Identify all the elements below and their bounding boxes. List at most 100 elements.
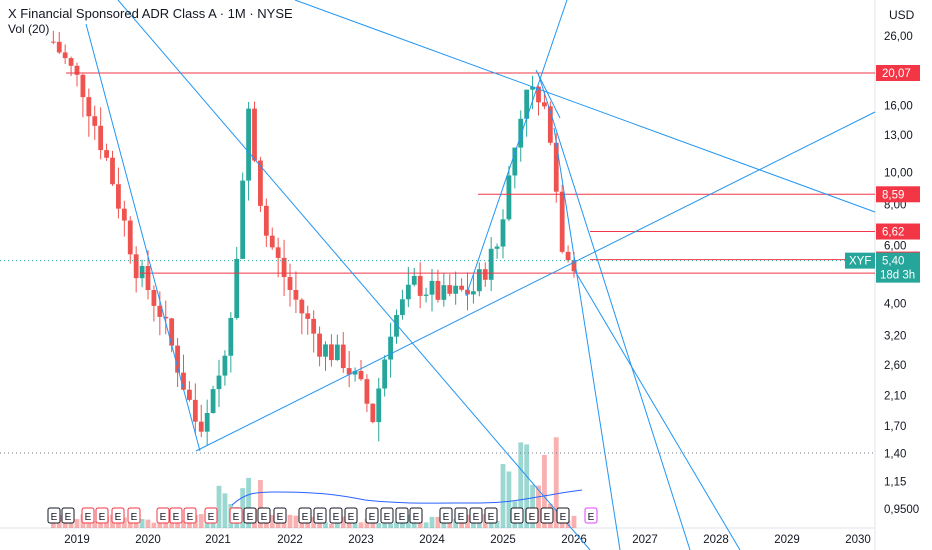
time-tick-label: 2023 bbox=[348, 534, 374, 546]
earnings-marker[interactable]: E bbox=[61, 507, 75, 524]
candle-body bbox=[240, 180, 246, 259]
earnings-marker-upcoming[interactable]: E bbox=[584, 507, 598, 524]
volume-bar bbox=[506, 471, 512, 528]
earnings-marker[interactable]: E bbox=[510, 507, 524, 524]
earnings-marker-box bbox=[525, 507, 539, 524]
earnings-marker[interactable]: E bbox=[439, 507, 453, 524]
earnings-marker[interactable]: E bbox=[540, 507, 554, 524]
earnings-marker[interactable]: E bbox=[47, 507, 61, 524]
candle-body bbox=[429, 280, 435, 295]
candle-body bbox=[50, 41, 56, 43]
volume-bar bbox=[222, 493, 228, 528]
time-tick-label: 2019 bbox=[64, 534, 90, 546]
volume-bar bbox=[287, 514, 293, 528]
volume-bar bbox=[216, 485, 222, 528]
price-tick-label: 26,00 bbox=[884, 31, 913, 43]
volume-indicator-label[interactable]: Vol (20) bbox=[8, 22, 50, 36]
earnings-marker[interactable]: E bbox=[329, 507, 343, 524]
earnings-marker[interactable]: E bbox=[344, 507, 358, 524]
earnings-marker[interactable]: E bbox=[156, 507, 170, 524]
candle-body bbox=[62, 52, 68, 59]
earnings-marker[interactable]: E bbox=[365, 507, 379, 524]
price-tick-label: 3,20 bbox=[884, 330, 906, 342]
earnings-marker[interactable]: E bbox=[111, 507, 125, 524]
earnings-marker-box bbox=[169, 507, 183, 524]
volume-bar bbox=[98, 521, 104, 528]
candle-body bbox=[482, 269, 488, 280]
candle-body bbox=[92, 116, 98, 126]
price-level-badge: 6,62 bbox=[876, 223, 920, 240]
candle-body bbox=[181, 372, 186, 390]
earnings-marker[interactable]: E bbox=[525, 507, 539, 524]
earnings-marker[interactable]: E bbox=[229, 507, 243, 524]
candle-body bbox=[459, 285, 464, 290]
earnings-marker[interactable]: E bbox=[469, 507, 483, 524]
candle-body bbox=[68, 58, 74, 66]
price-tick-label: 6,00 bbox=[884, 241, 906, 253]
volume-bar bbox=[553, 437, 559, 528]
candle-body bbox=[228, 317, 234, 356]
earnings-marker-box bbox=[409, 507, 423, 524]
candle-body bbox=[382, 359, 388, 389]
trendline bbox=[195, 111, 876, 452]
earnings-marker[interactable]: E bbox=[484, 507, 498, 524]
earnings-marker[interactable]: E bbox=[243, 507, 257, 524]
earnings-marker[interactable]: E bbox=[127, 507, 141, 524]
candle-body bbox=[423, 294, 429, 296]
candle-body bbox=[80, 74, 86, 98]
candle-body bbox=[506, 175, 512, 220]
earnings-marker[interactable]: E bbox=[183, 507, 197, 524]
currency-label[interactable]: USD bbox=[889, 8, 915, 22]
volume-bar bbox=[181, 520, 186, 528]
earnings-marker[interactable]: E bbox=[204, 507, 218, 524]
volume-bar bbox=[340, 516, 346, 528]
candle-body bbox=[352, 370, 358, 375]
earnings-marker[interactable]: E bbox=[95, 507, 109, 524]
earnings-marker-box bbox=[298, 507, 312, 524]
candle-body bbox=[323, 344, 328, 357]
volume-bar bbox=[334, 520, 340, 528]
trendline bbox=[294, 0, 876, 213]
earnings-marker[interactable]: E bbox=[81, 507, 95, 524]
candle-body bbox=[121, 208, 127, 221]
earnings-marker-letter: E bbox=[302, 512, 309, 523]
candle-body bbox=[299, 299, 305, 314]
earnings-marker[interactable]: E bbox=[169, 507, 183, 524]
candle-body bbox=[104, 150, 109, 158]
earnings-marker[interactable]: E bbox=[257, 507, 271, 524]
earnings-marker[interactable]: E bbox=[556, 507, 570, 524]
earnings-marker[interactable]: E bbox=[409, 507, 423, 524]
candle-body bbox=[559, 191, 565, 252]
candle-body bbox=[163, 316, 169, 319]
earnings-marker-letter: E bbox=[233, 512, 240, 523]
time-tick-label: 2029 bbox=[774, 534, 800, 546]
price-level-badge-text: 6,62 bbox=[882, 227, 904, 239]
earnings-marker-letter: E bbox=[384, 512, 391, 523]
earnings-marker-box bbox=[229, 507, 243, 524]
earnings-marker[interactable]: E bbox=[273, 507, 287, 524]
earnings-marker-box bbox=[243, 507, 257, 524]
price-tick-label: 10,00 bbox=[884, 168, 913, 180]
earnings-marker-box bbox=[344, 507, 358, 524]
volume-bar bbox=[92, 521, 98, 528]
candle-body bbox=[512, 147, 518, 176]
candle-body bbox=[192, 399, 198, 422]
earnings-marker-box bbox=[365, 507, 379, 524]
earnings-marker-letter: E bbox=[187, 512, 194, 523]
earnings-marker[interactable]: E bbox=[395, 507, 409, 524]
earnings-marker[interactable]: E bbox=[298, 507, 312, 524]
earnings-marker[interactable]: E bbox=[454, 507, 468, 524]
current-price-text: 5,40 bbox=[882, 256, 904, 268]
earnings-marker[interactable]: E bbox=[313, 507, 327, 524]
earnings-marker-box bbox=[81, 507, 95, 524]
earnings-marker-letter: E bbox=[208, 512, 215, 523]
candle-body bbox=[157, 305, 163, 317]
trendlines-group bbox=[85, 0, 876, 550]
candle-body bbox=[340, 344, 346, 369]
candle-body bbox=[530, 86, 535, 90]
volume-bar bbox=[86, 522, 92, 528]
earnings-marker[interactable]: E bbox=[380, 507, 394, 524]
candle-body bbox=[542, 102, 547, 107]
